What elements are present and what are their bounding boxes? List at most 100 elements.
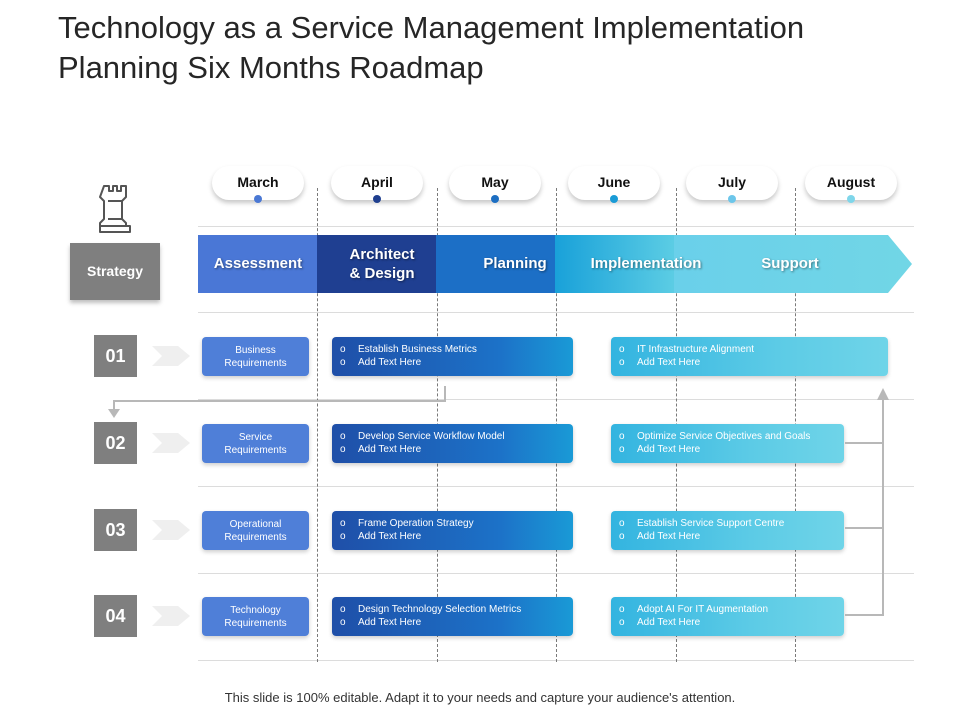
connector-bracket xyxy=(845,442,884,616)
requirement-box: Service Requirements xyxy=(202,424,309,463)
requirement-label: Service Requirements xyxy=(224,431,287,456)
month-june: June xyxy=(568,166,660,203)
bullet: o xyxy=(619,344,625,355)
row-number: 03 xyxy=(94,509,137,551)
task-text: Add Text Here xyxy=(358,531,422,542)
footer-note: This slide is 100% editable. Adapt it to… xyxy=(224,690,736,705)
phase-planning: Planning xyxy=(483,255,547,272)
task-box: o Establish Business Metrics o Add Text He… xyxy=(332,337,573,376)
task-item: o Develop Service Workflow Model xyxy=(340,430,573,443)
task-item: o Frame Operation Strategy xyxy=(340,517,573,530)
phase-architect-design: Architect & Design xyxy=(349,246,415,282)
task-box: o Establish Service Support Centre o Add T… xyxy=(611,511,844,550)
row-number: 01 xyxy=(94,335,137,377)
bullet: o xyxy=(619,431,625,442)
bullet: o xyxy=(340,431,346,442)
task-text: Develop Service Workflow Model xyxy=(358,431,505,442)
month-april: April xyxy=(331,166,423,203)
phase-segment-support xyxy=(674,235,912,293)
task-text: Establish Business Metrics xyxy=(358,344,477,355)
month-label: March xyxy=(237,174,279,190)
task-item: o Add Text Here xyxy=(340,530,573,543)
bullet: o xyxy=(340,604,346,615)
month-label: June xyxy=(597,174,631,190)
chevron-right-icon xyxy=(152,606,190,626)
task-text: Establish Service Support Centre xyxy=(637,518,785,529)
page-title: Technology as a Service Management Imple… xyxy=(58,10,805,85)
month-march: March xyxy=(212,166,304,203)
bullet: o xyxy=(619,444,625,455)
month-divider xyxy=(317,188,318,662)
chevron-right-icon xyxy=(152,433,190,453)
task-item: o Add Text Here xyxy=(619,356,888,369)
requirement-label: Operational Requirements xyxy=(224,518,287,543)
task-box: o Develop Service Workflow Model o Add Tex… xyxy=(332,424,573,463)
task-box: o IT Infrastructure Alignment o Add Text H… xyxy=(611,337,888,376)
month-label: April xyxy=(361,174,393,190)
requirement-box: Technology Requirements xyxy=(202,597,309,636)
task-item: o Add Text Here xyxy=(340,443,573,456)
task-text: Add Text Here xyxy=(637,357,701,368)
month-label: August xyxy=(826,174,876,190)
requirement-label: Business Requirements xyxy=(224,344,287,369)
task-box: o Optimize Service Objectives and Goals o… xyxy=(611,424,844,463)
task-text: Add Text Here xyxy=(358,617,422,628)
requirement-box: Business Requirements xyxy=(202,337,309,376)
bullet: o xyxy=(340,357,346,368)
chevron-right-icon xyxy=(152,520,190,540)
month-august: August xyxy=(805,166,897,203)
bullet: o xyxy=(619,604,625,615)
chess-rook-icon xyxy=(99,185,131,233)
month-may: May xyxy=(449,166,541,203)
task-item: o Add Text Here xyxy=(619,530,844,543)
task-box: o Frame Operation Strategy o Add Text Here xyxy=(332,511,573,550)
month-dot xyxy=(610,195,618,203)
month-dot xyxy=(491,195,499,203)
task-box: o Adopt AI For IT Augmentation o Add Text … xyxy=(611,597,844,636)
task-text: Add Text Here xyxy=(637,531,701,542)
requirement-label: Technology Requirements xyxy=(224,604,287,629)
task-item: o Optimize Service Objectives and Goals xyxy=(619,430,844,443)
month-dot xyxy=(373,195,381,203)
month-label: July xyxy=(717,174,746,190)
bullet: o xyxy=(619,617,625,628)
month-dot xyxy=(728,195,736,203)
task-item: o Design Technology Selection Metrics xyxy=(340,603,573,616)
month-july: July xyxy=(686,166,778,203)
task-item: o Add Text Here xyxy=(340,616,573,629)
bullet: o xyxy=(619,531,625,542)
task-text: Add Text Here xyxy=(358,357,422,368)
arrowhead-down-icon xyxy=(108,409,120,418)
phase-support: Support xyxy=(761,255,819,272)
bullet: o xyxy=(619,357,625,368)
task-text: Design Technology Selection Metrics xyxy=(358,604,522,615)
bullet: o xyxy=(619,518,625,529)
bullet: o xyxy=(340,617,346,628)
month-dot xyxy=(847,195,855,203)
task-text: Add Text Here xyxy=(637,617,701,628)
month-dot xyxy=(254,195,262,203)
phase-segment-implementation xyxy=(555,235,675,293)
phase-segment-architect xyxy=(317,235,437,293)
phase-segment-assessment xyxy=(198,235,318,293)
chevron-right-icon xyxy=(152,346,190,366)
bullet: o xyxy=(340,531,346,542)
row-number: 02 xyxy=(94,422,137,464)
task-item: o Add Text Here xyxy=(619,443,844,456)
task-box: o Design Technology Selection Metrics o Ad… xyxy=(332,597,573,636)
strategy-label: Strategy xyxy=(70,243,160,300)
month-header: March April May June July August xyxy=(198,166,914,206)
phase-segment-planning xyxy=(436,235,556,293)
task-item: o Adopt AI For IT Augmentation xyxy=(619,603,844,616)
row-number: 04 xyxy=(94,595,137,637)
task-text: Frame Operation Strategy xyxy=(358,518,474,529)
task-item: o Establish Service Support Centre xyxy=(619,517,844,530)
bullet: o xyxy=(340,344,346,355)
task-text: Add Text Here xyxy=(358,444,422,455)
task-text: Optimize Service Objectives and Goals xyxy=(637,431,811,442)
phase-assessment: Assessment xyxy=(213,255,303,272)
task-text: IT Infrastructure Alignment xyxy=(637,344,755,355)
task-item: o Add Text Here xyxy=(619,616,844,629)
task-item: o IT Infrastructure Alignment xyxy=(619,343,888,356)
connector-down xyxy=(113,386,446,410)
